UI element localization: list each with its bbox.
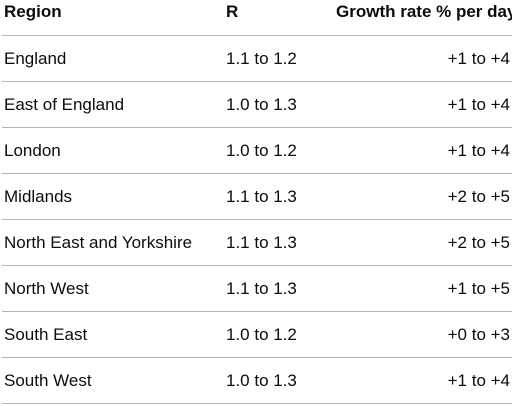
cell-r: 1.1 to 1.3: [224, 265, 334, 312]
header-row: Region R Growth rate % per day: [2, 0, 512, 36]
table-row: Midlands 1.1 to 1.3 +2 to +5: [2, 173, 512, 220]
cell-region: Midlands: [2, 173, 224, 220]
cell-r: 1.1 to 1.3: [224, 219, 334, 266]
table-row: South West 1.0 to 1.3 +1 to +4: [2, 357, 512, 404]
cell-growth: +1 to +4: [334, 127, 512, 174]
cell-growth: +2 to +5: [334, 219, 512, 266]
cell-growth: +1 to +4: [334, 357, 512, 404]
cell-region: North West: [2, 265, 224, 312]
header-growth-rate: Growth rate % per day: [334, 0, 512, 36]
table-row: North East and Yorkshire 1.1 to 1.3 +2 t…: [2, 219, 512, 266]
cell-growth: +0 to +3: [334, 311, 512, 358]
table-row: London 1.0 to 1.2 +1 to +4: [2, 127, 512, 174]
cell-region: South West: [2, 357, 224, 404]
cell-growth: +2 to +5: [334, 173, 512, 220]
header-r: R: [224, 0, 334, 36]
cell-region: South East: [2, 311, 224, 358]
cell-r: 1.0 to 1.2: [224, 127, 334, 174]
cell-region: England: [2, 35, 224, 82]
table-row: North West 1.1 to 1.3 +1 to +5: [2, 265, 512, 312]
cell-r: 1.1 to 1.2: [224, 35, 334, 82]
cell-region: London: [2, 127, 224, 174]
cell-growth: +1 to +4: [334, 35, 512, 82]
header-region: Region: [2, 0, 224, 36]
cell-r: 1.0 to 1.2: [224, 311, 334, 358]
cell-r: 1.0 to 1.3: [224, 357, 334, 404]
cell-growth: +1 to +4: [334, 81, 512, 128]
table-row: East of England 1.0 to 1.3 +1 to +4: [2, 81, 512, 128]
table-row: South East 1.0 to 1.2 +0 to +3: [2, 311, 512, 358]
cell-region: East of England: [2, 81, 224, 128]
cell-region: North East and Yorkshire: [2, 219, 224, 266]
cell-growth: +1 to +5: [334, 265, 512, 312]
cell-r: 1.0 to 1.3: [224, 81, 334, 128]
cell-r: 1.1 to 1.3: [224, 173, 334, 220]
table-row: England 1.1 to 1.2 +1 to +4: [2, 35, 512, 82]
